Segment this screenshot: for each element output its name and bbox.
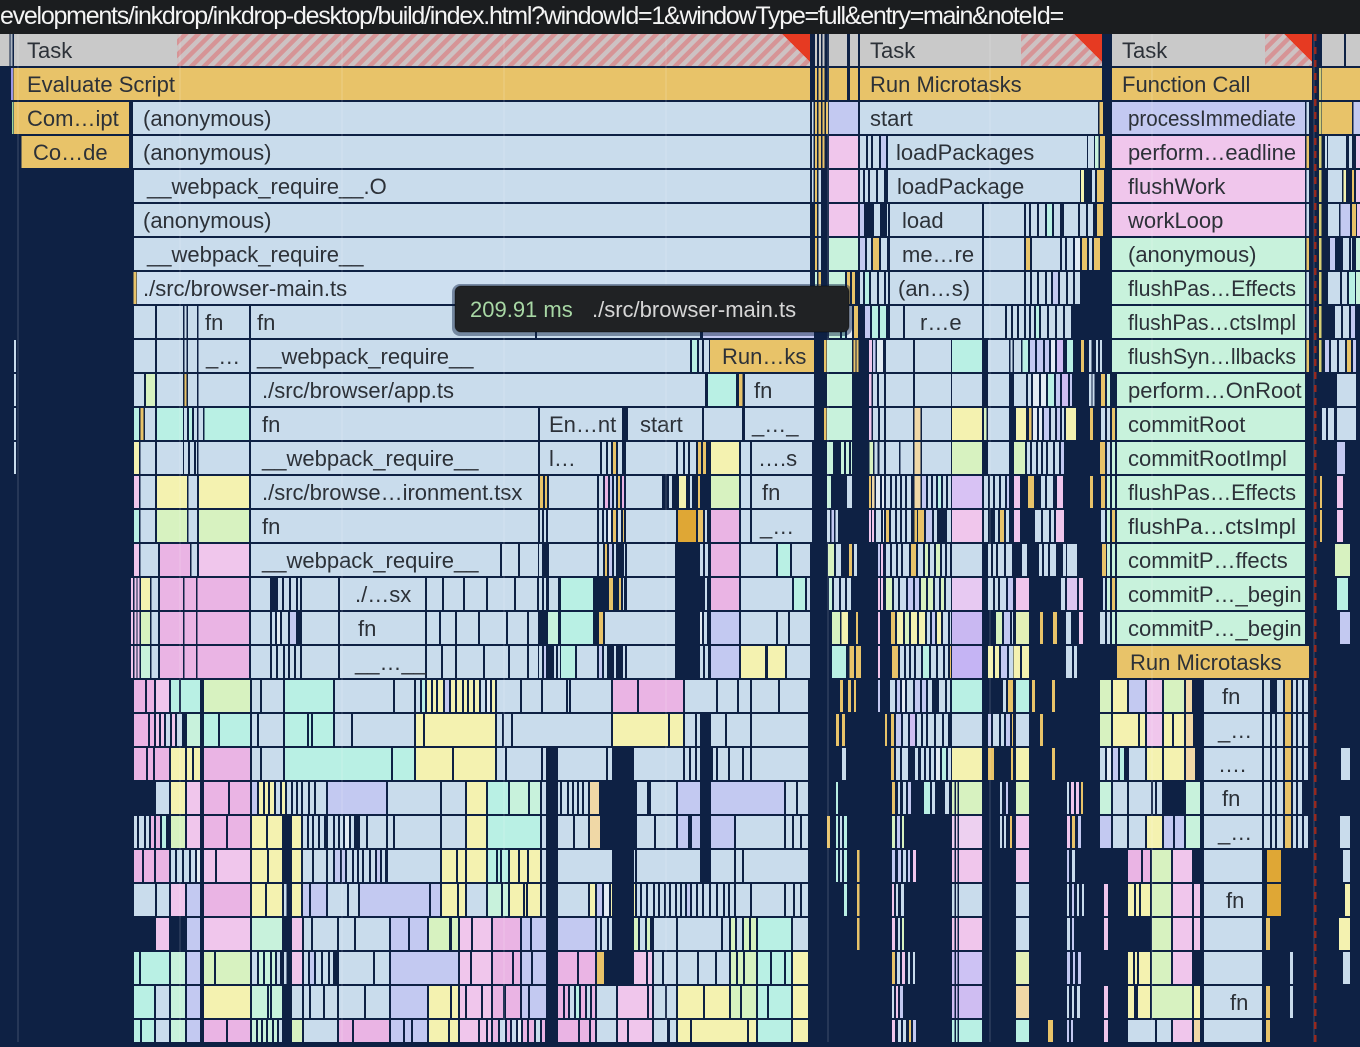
svg-text:Evaluate Script: Evaluate Script xyxy=(27,72,175,97)
svg-text:flushPa…ctsImpl: flushPa…ctsImpl xyxy=(1128,514,1296,539)
svg-text:209.91 ms: 209.91 ms xyxy=(470,297,573,322)
svg-text:(anonymous): (anonymous) xyxy=(1128,242,1256,267)
svg-text:(anonymous): (anonymous) xyxy=(143,106,271,131)
svg-text:_…: _… xyxy=(205,344,240,369)
svg-text:_…_: _…_ xyxy=(751,412,799,437)
svg-text:processImmediate: processImmediate xyxy=(1128,106,1296,131)
svg-text:./…sx: ./…sx xyxy=(355,582,411,607)
svg-text:start: start xyxy=(870,106,913,131)
svg-text:En…nt: En…nt xyxy=(549,412,616,437)
svg-text:fn: fn xyxy=(1222,786,1240,811)
svg-text:fn: fn xyxy=(262,514,280,539)
svg-text:perform…OnRoot: perform…OnRoot xyxy=(1128,378,1302,403)
svg-text:Function Call: Function Call xyxy=(1122,72,1250,97)
svg-text:(an…s): (an…s) xyxy=(898,276,970,301)
svg-text:commitRoot: commitRoot xyxy=(1128,412,1245,437)
svg-text:loadPackages: loadPackages xyxy=(896,140,1034,165)
svg-text:….s: ….s xyxy=(758,446,797,471)
svg-text:_…: _… xyxy=(1217,718,1252,743)
svg-text:Run…ks: Run…ks xyxy=(722,344,806,369)
svg-text:fn: fn xyxy=(1222,684,1240,709)
svg-text:load: load xyxy=(902,208,944,233)
svg-text:__webpack_require__: __webpack_require__ xyxy=(261,548,479,573)
svg-text:fn: fn xyxy=(205,310,223,335)
svg-text:Co…de: Co…de xyxy=(33,140,108,165)
svg-text:flushSyn…llbacks: flushSyn…llbacks xyxy=(1128,344,1296,369)
svg-text:(anonymous): (anonymous) xyxy=(143,208,271,233)
svg-text:flushPas…Effects: flushPas…Effects xyxy=(1128,276,1296,301)
svg-text:r…e: r…e xyxy=(920,310,962,335)
svg-text:__webpack_require__: __webpack_require__ xyxy=(146,242,364,267)
svg-text:evelopments/inkdrop/inkdrop-de: evelopments/inkdrop/inkdrop-desktop/buil… xyxy=(0,2,1064,30)
svg-text:fn: fn xyxy=(762,480,780,505)
svg-text:./src/browser-main.ts: ./src/browser-main.ts xyxy=(592,297,796,322)
svg-text:fn: fn xyxy=(257,310,275,335)
svg-text:flushPas…Effects: flushPas…Effects xyxy=(1128,480,1296,505)
svg-text:./src/browse…ironment.tsx: ./src/browse…ironment.tsx xyxy=(262,480,522,505)
svg-text:start: start xyxy=(640,412,683,437)
svg-text:l…: l… xyxy=(549,446,576,471)
svg-text:fn: fn xyxy=(1226,888,1244,913)
svg-text:__webpack_require__: __webpack_require__ xyxy=(261,446,479,471)
svg-text:Com…ipt: Com…ipt xyxy=(27,106,119,131)
svg-text:Task: Task xyxy=(1122,38,1168,63)
svg-text:(anonymous): (anonymous) xyxy=(143,140,271,165)
svg-text:fn: fn xyxy=(1230,990,1248,1015)
svg-text:__…__: __…__ xyxy=(354,650,427,675)
svg-text:_…: _… xyxy=(1217,820,1252,845)
svg-text:Run Microtasks: Run Microtasks xyxy=(870,72,1022,97)
svg-text:….: …. xyxy=(1218,752,1246,777)
svg-text:__webpack_require__: __webpack_require__ xyxy=(256,344,474,369)
svg-text:Task: Task xyxy=(27,38,73,63)
svg-text:flushPas…ctsImpl: flushPas…ctsImpl xyxy=(1128,310,1296,335)
svg-text:commitP…_begin: commitP…_begin xyxy=(1128,616,1302,641)
svg-text:me…re: me…re xyxy=(902,242,974,267)
svg-text:fn: fn xyxy=(262,412,280,437)
svg-text:loadPackage: loadPackage xyxy=(897,174,1024,199)
svg-text:__webpack_require__.O: __webpack_require__.O xyxy=(146,174,387,199)
svg-text:perform…eadline: perform…eadline xyxy=(1128,140,1296,165)
svg-text:commitP…_begin: commitP…_begin xyxy=(1128,582,1302,607)
svg-text:./src/browser-main.ts: ./src/browser-main.ts xyxy=(143,276,347,301)
svg-text:./src/browser/app.ts: ./src/browser/app.ts xyxy=(262,378,454,403)
svg-text:Task: Task xyxy=(870,38,916,63)
svg-text:workLoop: workLoop xyxy=(1127,208,1223,233)
svg-text:_…: _… xyxy=(759,514,794,539)
svg-text:fn: fn xyxy=(754,378,772,403)
svg-text:fn: fn xyxy=(358,616,376,641)
svg-text:flushWork: flushWork xyxy=(1128,174,1226,199)
